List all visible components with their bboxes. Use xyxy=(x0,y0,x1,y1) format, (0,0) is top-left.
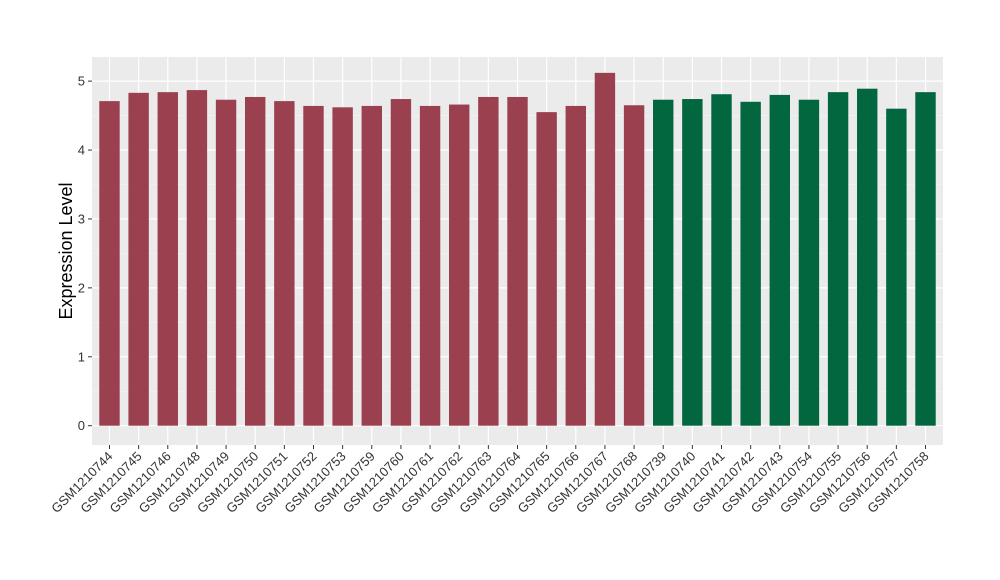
bar xyxy=(565,105,586,426)
y-axis: 0 1 2 3 4 5 xyxy=(78,74,92,433)
bar xyxy=(798,99,820,426)
y-tick-label: 2 xyxy=(78,280,85,295)
y-axis-title: Expression Level xyxy=(56,182,76,319)
bar xyxy=(507,96,528,426)
bar xyxy=(682,99,703,426)
y-tick-label: 4 xyxy=(78,143,85,158)
bar xyxy=(594,72,616,426)
x-axis: GSM1210744GSM1210745GSM1210746GSM1210748… xyxy=(48,445,932,516)
bar xyxy=(361,105,382,426)
bar xyxy=(274,101,295,426)
bar xyxy=(740,101,761,426)
bar xyxy=(478,96,499,426)
bar xyxy=(857,88,878,426)
bar xyxy=(449,104,470,426)
bar xyxy=(419,105,441,426)
bar xyxy=(886,108,907,426)
bar xyxy=(332,107,353,426)
bar xyxy=(653,99,674,426)
bar xyxy=(99,101,120,426)
bar xyxy=(915,92,936,426)
bar xyxy=(623,105,645,426)
bar xyxy=(128,92,149,426)
bar xyxy=(390,99,412,426)
y-tick-label: 0 xyxy=(78,418,85,433)
y-tick-label: 1 xyxy=(78,349,85,364)
bar xyxy=(215,99,237,426)
bar xyxy=(827,92,849,426)
y-tick-label: 5 xyxy=(78,74,85,89)
bar xyxy=(157,92,178,426)
bar xyxy=(711,94,732,426)
bar xyxy=(769,94,790,426)
y-tick-label: 3 xyxy=(78,211,85,226)
bar xyxy=(186,90,208,426)
bar xyxy=(303,105,324,426)
bar xyxy=(536,112,557,426)
bars xyxy=(99,72,936,426)
bar xyxy=(245,96,266,426)
